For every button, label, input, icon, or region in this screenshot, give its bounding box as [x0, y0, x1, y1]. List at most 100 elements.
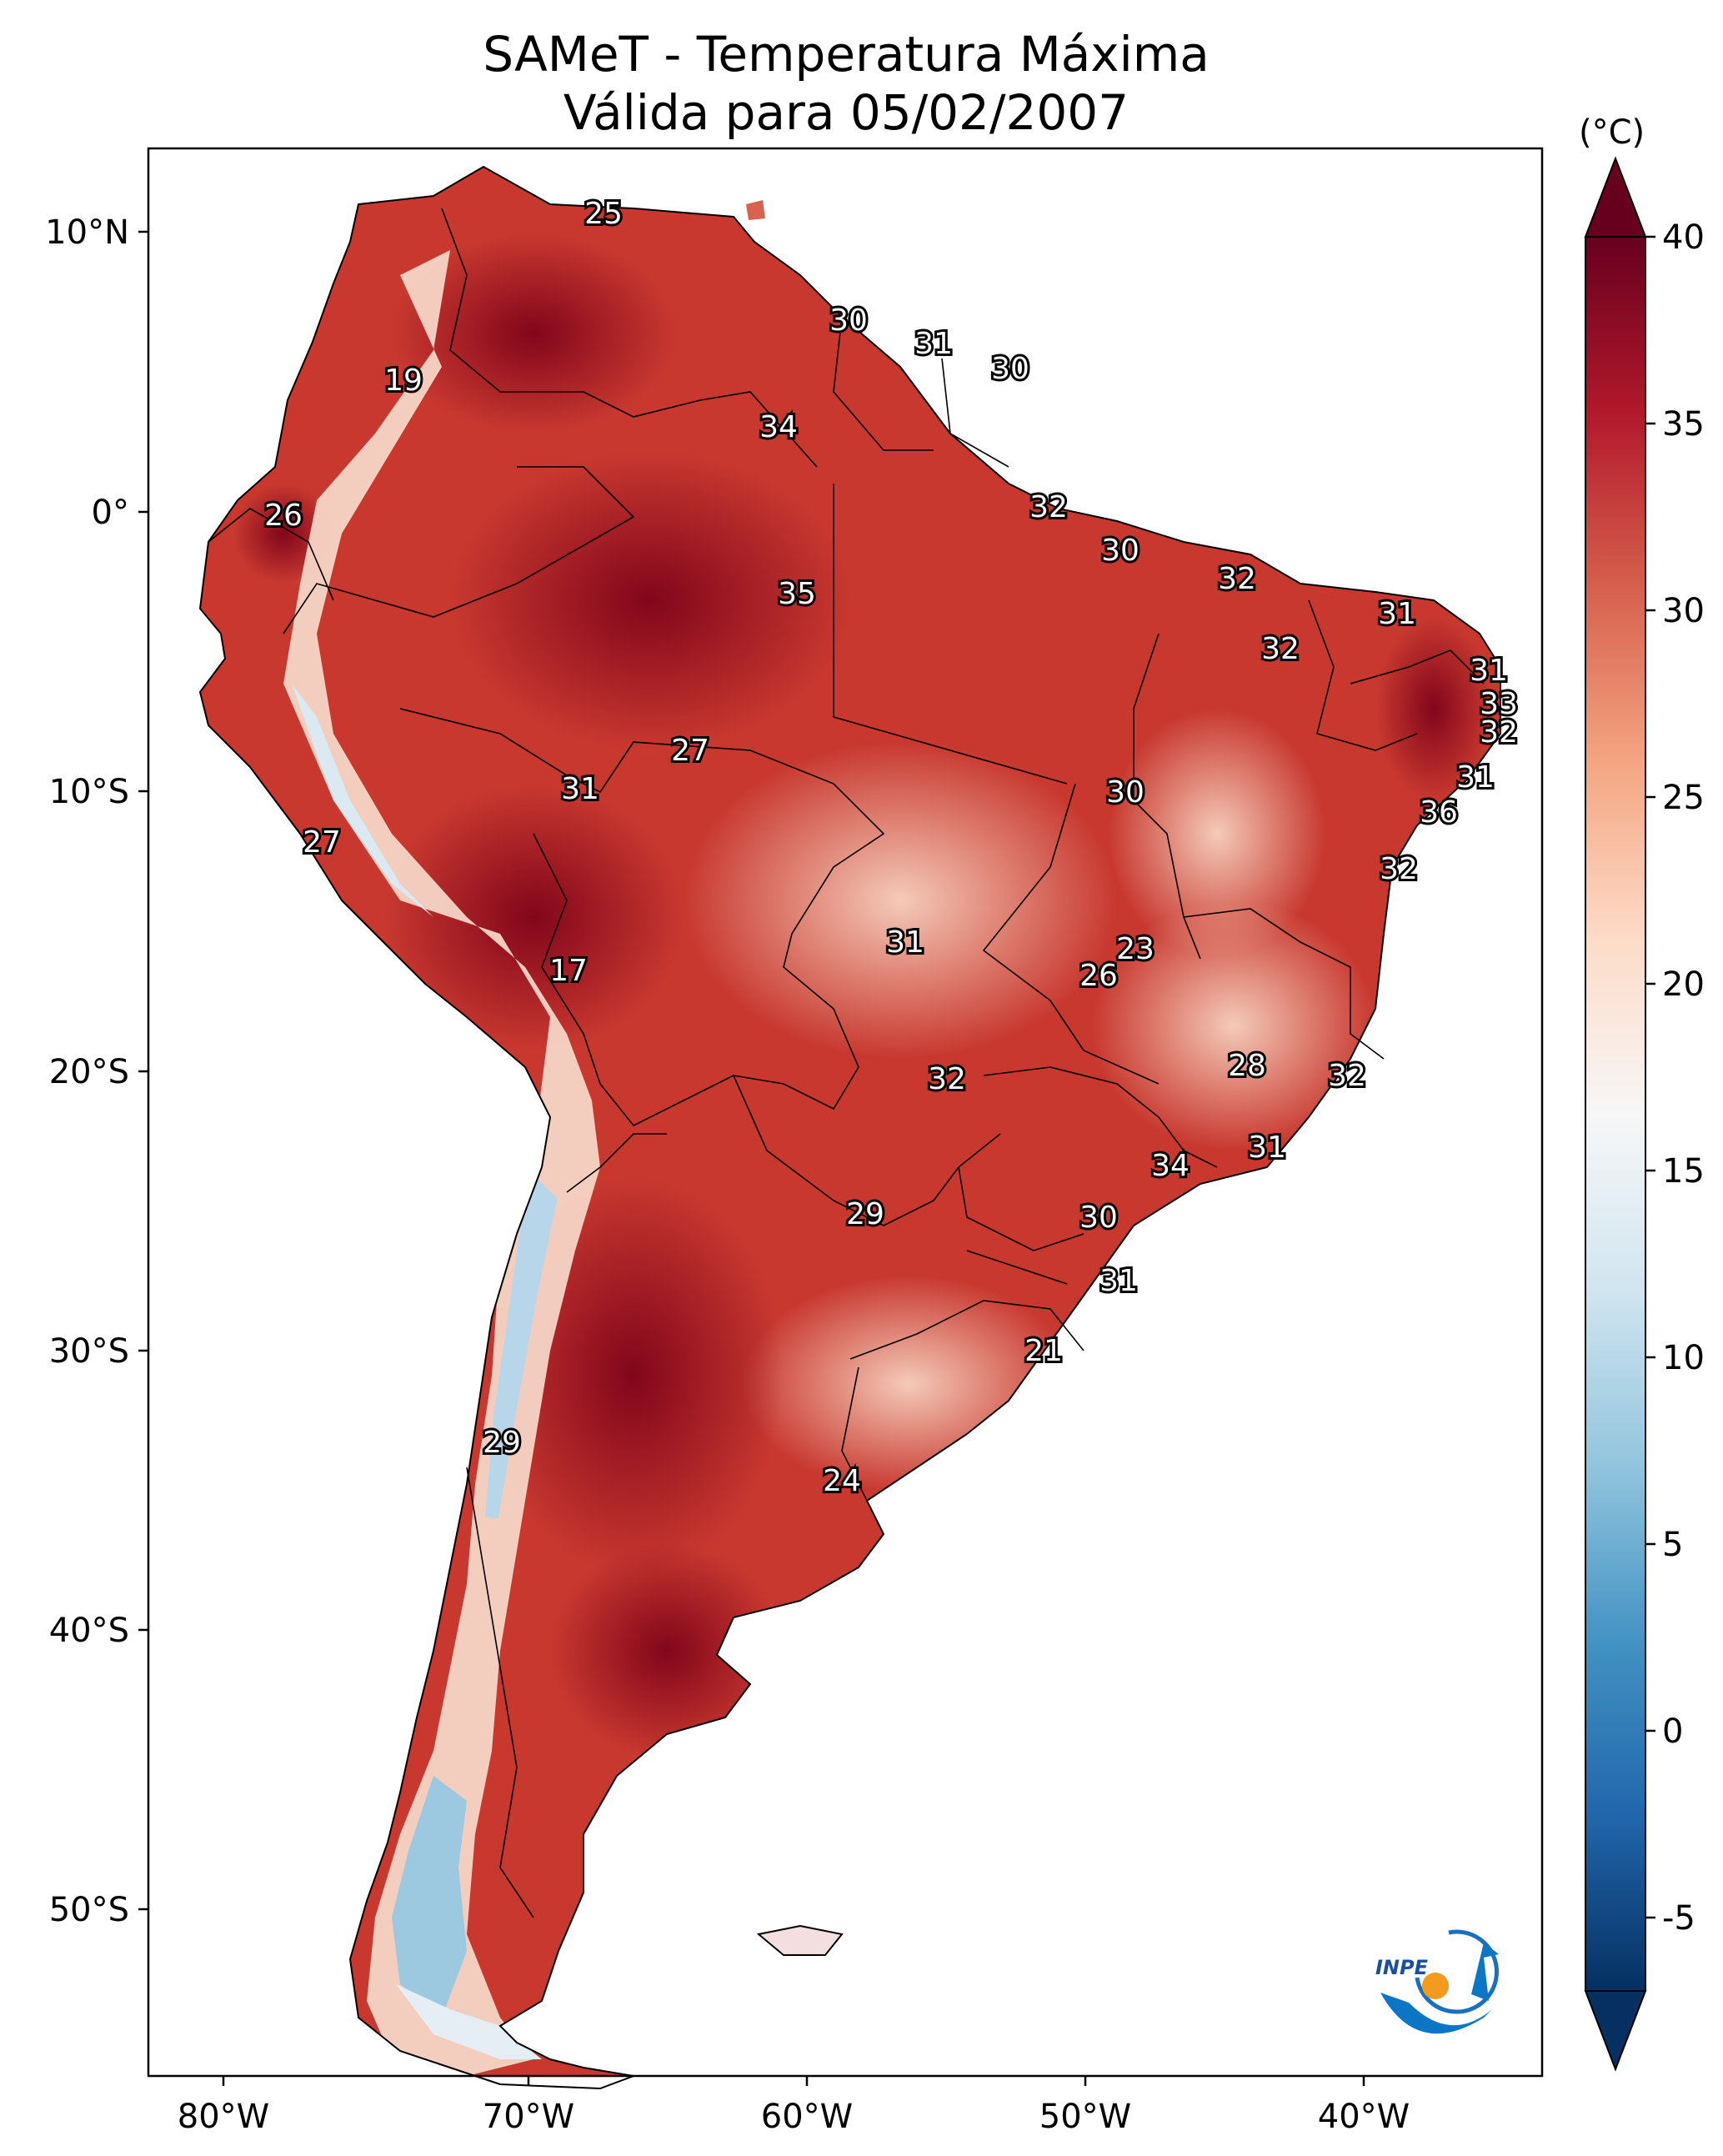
value-label: 29: [846, 1197, 884, 1231]
colorbar-bottom-extension: [1584, 1990, 1647, 2072]
value-label: 35: [778, 577, 816, 611]
state-border-tocantins: [1133, 633, 1201, 960]
colorbar-tick-label: 15: [1662, 1152, 1705, 1191]
border-bolivia-peru-chile: [533, 833, 734, 1127]
border-bolivia-brazil: [733, 750, 885, 1111]
value-label: 30: [1101, 534, 1139, 568]
value-label: 17: [549, 954, 588, 988]
cool-region-minas: [1092, 900, 1375, 1151]
plot-frame: [147, 147, 1544, 2078]
value-label: 27: [303, 825, 341, 860]
colorbar-ticks: [1645, 235, 1655, 1919]
hot-region-bolivia: [383, 784, 684, 1050]
border-guyana: [833, 316, 934, 451]
value-label: 34: [759, 410, 798, 444]
peru-cold-highlands: [292, 684, 433, 917]
hot-region-patagonia-north: [550, 1542, 784, 1759]
border-colombia-venezuela: [441, 208, 818, 468]
state-border-minas-bahia: [1183, 908, 1385, 1060]
logo-ring: [1415, 1929, 1499, 2014]
value-label: 32: [1480, 715, 1518, 750]
value-label: 31: [1456, 760, 1495, 795]
value-label: 27: [671, 734, 709, 768]
logo-text: INPE: [1375, 1956, 1429, 1979]
value-label: 31: [1099, 1264, 1138, 1298]
value-label: 32: [1380, 852, 1418, 886]
value-label: 31: [886, 925, 924, 960]
state-border-goias: [982, 783, 1160, 1085]
lat-tick-50s: 50°S: [49, 1891, 129, 1929]
value-label: 32: [1218, 562, 1256, 596]
value-label: 32: [1261, 632, 1300, 666]
value-label: 36: [1420, 795, 1458, 830]
value-label: 26: [264, 499, 303, 533]
axis-ticks: [138, 230, 1365, 2086]
value-label: 31: [561, 772, 599, 806]
value-label: 23: [1116, 932, 1155, 966]
value-label: 31: [914, 327, 953, 361]
inpe-logo: INPE: [1375, 1929, 1499, 2034]
border-suriname: [941, 358, 1009, 468]
lon-tick-40w: 40°W: [1318, 2098, 1410, 2136]
value-label: 31: [1470, 654, 1508, 688]
lon-tick-70w: 70°W: [483, 2098, 574, 2136]
value-label: 30: [829, 303, 868, 338]
hot-region-venezuela: [392, 233, 675, 434]
value-label: 25: [584, 197, 623, 231]
value-label: 30: [1079, 1201, 1118, 1235]
border-uruguay-west: [841, 1366, 868, 1502]
border-peru-brazil: [399, 708, 751, 794]
border-colombia-peru: [283, 466, 635, 634]
value-label: 24: [823, 1464, 861, 1498]
patagonian-icefield-cold: [392, 1776, 467, 2018]
value-label: 31: [1248, 1131, 1286, 1165]
state-border-sao-paulo: [983, 1066, 1218, 1168]
lon-tick-80w: 80°W: [178, 2098, 269, 2136]
colorbar-tick-label: 0: [1662, 1712, 1683, 1751]
border-ecuador: [208, 508, 334, 601]
colorbar-top-extension: [1584, 156, 1647, 238]
state-border-pernambuco: [1350, 649, 1485, 684]
longitude-labels: 80°W 70°W 60°W 50°W 40°W: [178, 2098, 1410, 2136]
colorbar-tick-label: 25: [1662, 779, 1705, 817]
colorbar-tick-label: 20: [1662, 965, 1705, 1004]
value-label: 32: [1029, 490, 1068, 524]
central-andes-cold: [485, 1170, 558, 1519]
value-label: 19: [384, 364, 423, 398]
cool-region-bahia: [1109, 709, 1325, 959]
colorbar-tick-label: 30: [1662, 592, 1705, 630]
state-border-amazonas-para: [833, 484, 1068, 785]
title-line-2: Válida para 05/02/2007: [563, 84, 1129, 141]
value-label: 32: [1328, 1059, 1366, 1093]
colorbar-tick-label: 35: [1662, 405, 1705, 444]
lat-tick-20s: 20°S: [49, 1053, 129, 1091]
trinidad-island: [746, 200, 765, 220]
border-uruguay-north: [849, 1300, 1084, 1360]
hot-region-amazon: [450, 450, 850, 750]
latitude-labels: 10°N 0° 10°S 20°S 30°S 40°S 50°S: [45, 213, 129, 1929]
value-label: 34: [1151, 1149, 1190, 1183]
colorbar-unit: (°C): [1579, 113, 1645, 152]
logo-orange-dot: [1422, 1973, 1449, 1999]
lat-tick-10s: 10°S: [49, 773, 129, 811]
title-line-1: SAMeT - Temperatura Máxima: [483, 26, 1210, 83]
lat-tick-0: 0°: [92, 494, 129, 532]
logo-swoosh: [1380, 1993, 1492, 2034]
value-label: 29: [483, 1426, 521, 1460]
value-label: 31: [1378, 597, 1416, 631]
lat-tick-30s: 30°S: [49, 1332, 129, 1371]
colorbar-tick-label: 5: [1662, 1526, 1683, 1564]
lat-tick-10n: 10°N: [45, 213, 129, 252]
state-border-parana: [958, 1166, 1084, 1251]
tierra-del-fuego-cool: [396, 1984, 542, 2059]
colorbar-tick-label: 40: [1662, 218, 1705, 257]
value-label: 30: [991, 352, 1029, 386]
falkland-islands: [756, 1924, 844, 1956]
value-label: 21: [1024, 1334, 1063, 1368]
colorbar: (°C) 40 35 30 25 20 15 10 5 0 -5: [1579, 113, 1705, 2072]
value-label: 33: [1480, 687, 1518, 721]
colorbar-tick-label: 10: [1662, 1339, 1705, 1377]
lon-tick-60w: 60°W: [761, 2098, 853, 2136]
logo-arrow: [1471, 1943, 1499, 2001]
